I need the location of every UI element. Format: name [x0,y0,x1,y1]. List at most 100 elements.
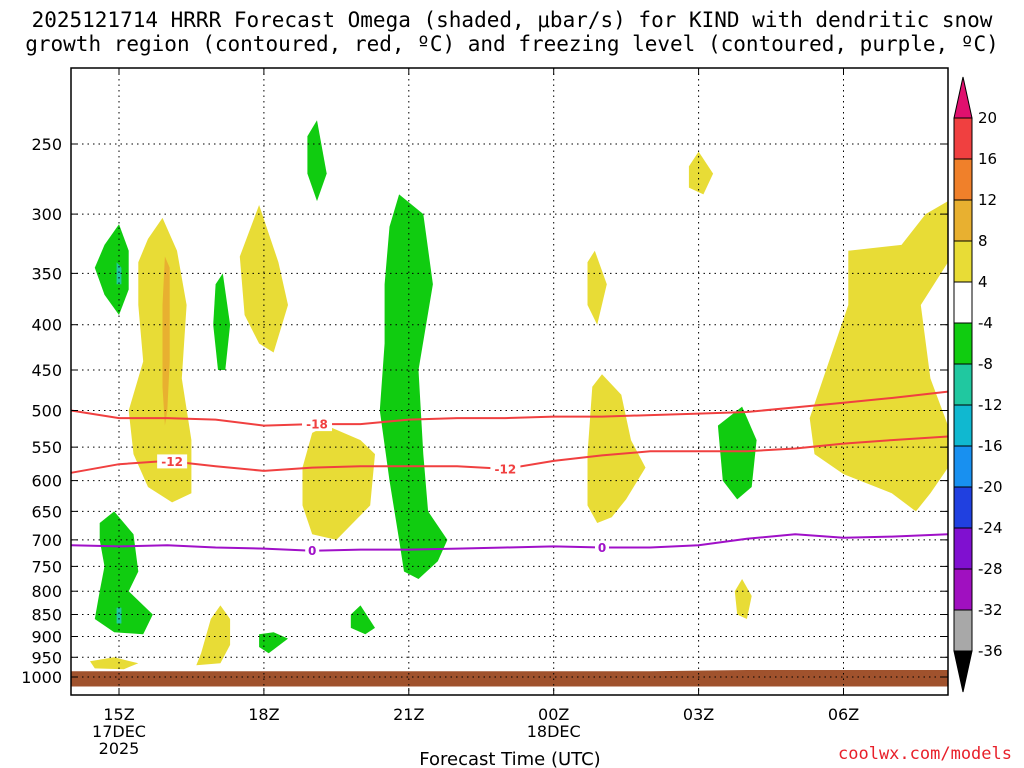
colorbar-band-10 [953,527,973,570]
colorbar-band-1 [953,158,973,201]
contour-line-2 [70,533,949,552]
y-axis: 250 300 350 400 450 500 550 600 650 700 750 800 850 9… [21,135,948,687]
colorbar-label-2: 12 [978,191,997,209]
omega-region-17 [259,632,288,654]
colorbar-label-11: -28 [978,560,1003,578]
y-tick-label-800: 800 [31,582,62,601]
colorbar-band-11 [953,568,973,611]
x-tick-label-00Z: 00Z [538,705,569,724]
ground-layer [71,670,948,687]
x-tick-year-15Z: 2025 [99,739,140,758]
colorbar-label-10: -24 [978,519,1003,537]
colorbar-band-3 [953,240,973,283]
omega-shaded-regions [90,120,948,670]
y-tick-label-450: 450 [31,361,62,380]
contour-label-bg-1 [157,454,188,469]
colorbar-label-9: -20 [978,478,1003,496]
colorbar-label-8: -16 [978,437,1003,455]
y-tick-label-1000: 1000 [21,668,62,687]
x-tick-label-06Z: 06Z [828,705,859,724]
omega-region-14 [94,511,153,635]
colorbar-band-9 [953,486,973,529]
contour-lines: -18 -12 -12 0 0 [70,390,949,558]
contour-label-4: 0 [598,541,606,555]
omega-region-19 [90,657,139,670]
omega-region-10 [587,374,646,523]
x-axis-title: Forecast Time (UTC) [419,749,600,768]
x-tick-date-15Z: 17DEC [92,722,146,741]
contour-label-bg-3 [305,543,320,558]
y-tick-label-600: 600 [31,472,62,491]
omega-region-16 [196,605,231,666]
y-tick-label-400: 400 [31,316,62,335]
y-tick-label-550: 550 [31,438,62,457]
omega-region-20 [734,579,752,619]
colorbar-band-6 [953,363,973,406]
chart-title-line-2: growth region (contoured, red, ºC) and f… [25,32,999,56]
omega-region-6 [213,273,231,370]
y-tick-label-500: 500 [31,402,62,421]
omega-region-8 [379,194,448,579]
grid-lines [71,68,948,695]
contour-line-0 [70,390,949,427]
contour-label-bg-4 [595,540,609,555]
omega-region-0 [94,224,129,315]
credit-text: coolwx.com/models [838,744,1012,764]
y-tick-label-350: 350 [31,264,62,283]
omega-region-11 [688,151,714,195]
colorbar-label-0: 20 [978,109,997,127]
colorbar-label-7: -12 [978,396,1003,414]
omega-region-2 [128,217,192,503]
colorbar-label-1: 16 [978,150,997,168]
plot-frame [70,67,949,696]
colorbar-band-4 [953,281,973,324]
y-tick-label-700: 700 [31,531,62,550]
y-tick-label-250: 250 [31,135,62,154]
omega-region-4 [239,205,288,353]
colorbar-label-5: -4 [978,314,993,332]
omega-region-3 [162,256,170,426]
contour-label-bg-0 [302,417,333,432]
omega-region-9 [587,250,607,325]
colorbar-band-5 [953,322,973,365]
omega-region-15 [116,607,122,624]
contour-label-2: -12 [495,462,517,476]
omega-region-7 [302,425,375,540]
contour-label-bg-2 [490,461,521,476]
x-tick-date-00Z: 18DEC [527,722,581,741]
x-tick-label-18Z: 18Z [248,705,279,724]
colorbar-band-2 [953,199,973,242]
y-tick-label-850: 850 [31,606,62,625]
omega-region-12 [717,406,757,500]
colorbar-band-7 [953,404,973,447]
colorbar-band-8 [953,445,973,488]
contour-label-3: 0 [308,544,316,558]
x-tick-label-15Z: 15Z [103,705,134,724]
colorbar-label-13: -36 [978,642,1003,660]
omega-region-13 [809,201,948,512]
omega-region-1 [116,262,122,285]
y-tick-label-650: 650 [31,502,62,521]
colorbar-band-0 [953,117,973,160]
colorbar-bottom-arrow [953,650,973,693]
omega-region-5 [307,120,327,202]
colorbar-top-arrow [953,76,973,119]
contour-label-1: -12 [161,455,183,469]
colorbar-label-6: -8 [978,355,993,373]
colorbar-label-3: 8 [978,232,988,250]
x-tick-label-21Z: 21Z [393,705,424,724]
colorbar: 20 16 12 8 4 -4 -8 -12 -16 -20 -24 -28 -32 -36 [953,76,1003,693]
y-tick-label-950: 950 [31,648,62,667]
colorbar-label-4: 4 [978,273,988,291]
ground-fill [71,670,948,687]
y-tick-label-750: 750 [31,557,62,576]
colorbar-label-12: -32 [978,601,1003,619]
y-tick-label-900: 900 [31,627,62,646]
omega-region-18 [350,605,375,635]
x-tick-label-03Z: 03Z [683,705,714,724]
chart-title-line-1: 2025121714 HRRR Forecast Omega (shaded, … [31,8,993,32]
colorbar-band-12 [953,609,973,652]
y-tick-label-300: 300 [31,205,62,224]
